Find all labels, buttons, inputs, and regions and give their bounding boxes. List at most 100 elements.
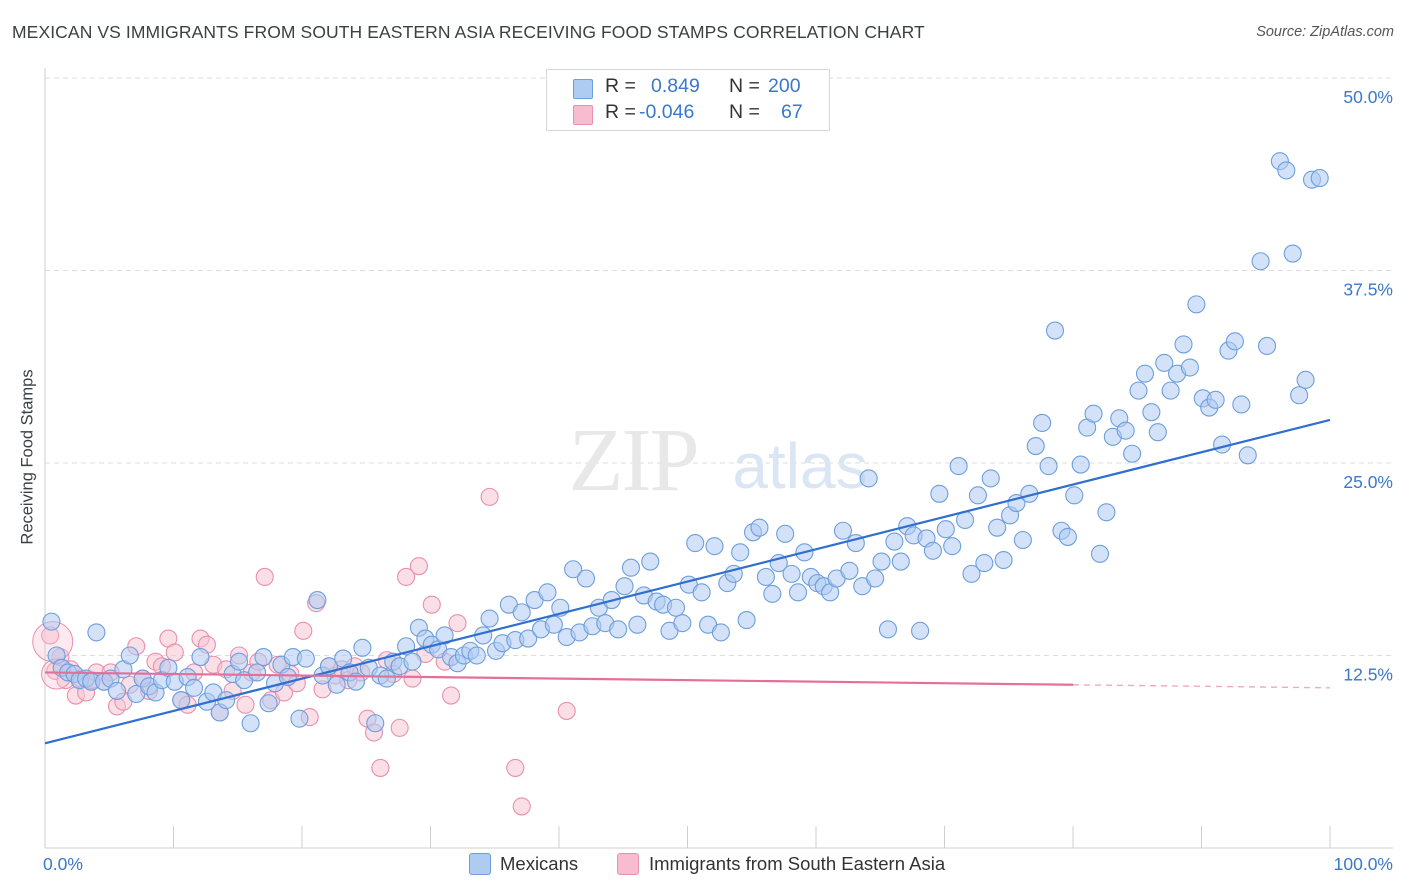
watermark-zip: ZIP bbox=[569, 411, 698, 510]
mexicans-point bbox=[229, 652, 249, 671]
mexicans-point bbox=[538, 583, 557, 602]
immigrants-trend-extension bbox=[1072, 684, 1331, 689]
mexicans-point bbox=[435, 626, 454, 645]
mexicans-point bbox=[191, 647, 210, 667]
mexicans-point bbox=[290, 709, 309, 728]
mexicans-point bbox=[641, 552, 660, 571]
mexicans-point bbox=[346, 672, 366, 691]
mexicans-point bbox=[1116, 421, 1135, 440]
mexicans-point bbox=[1071, 455, 1090, 474]
mexicans-point bbox=[833, 521, 853, 540]
mexicans-point bbox=[763, 584, 782, 603]
immigrants-point bbox=[397, 567, 416, 587]
mexicans-point bbox=[42, 612, 61, 631]
mexicans-point bbox=[891, 552, 910, 571]
mexicans-point bbox=[1180, 358, 1199, 377]
mexicans-point bbox=[1084, 404, 1103, 423]
correlation-stats-box: R = 0.849 N = 200 R = -0.046 N = 67 bbox=[546, 69, 830, 131]
mexicans-point bbox=[1033, 413, 1052, 433]
mexicans-point bbox=[1155, 353, 1174, 372]
mexicans-point bbox=[107, 681, 127, 700]
mexicans-point bbox=[1232, 395, 1251, 414]
mexicans-point bbox=[1251, 252, 1270, 271]
legend-label-mexicans: Mexicans bbox=[500, 853, 579, 874]
r-value: 0.849 bbox=[651, 75, 700, 97]
mexicans-point bbox=[949, 457, 968, 476]
mexicans-point bbox=[866, 569, 885, 588]
immigrants-point bbox=[294, 621, 313, 640]
immigrants-point bbox=[236, 695, 255, 714]
mexicans-swatch bbox=[573, 79, 593, 99]
mexicans-point bbox=[962, 564, 981, 583]
mexicans-point bbox=[1296, 370, 1315, 389]
mexicans-point bbox=[467, 646, 486, 665]
legend-label-immigrants: Immigrants from South Eastern Asia bbox=[649, 853, 946, 874]
mexicans-point bbox=[1206, 390, 1225, 409]
mexicans-point bbox=[1283, 244, 1302, 263]
mexicans-point bbox=[840, 561, 859, 580]
immigrants-point bbox=[409, 557, 428, 576]
y-tick-label: 37.5% bbox=[1343, 280, 1393, 300]
mexicans-point bbox=[576, 569, 596, 588]
mexicans-point bbox=[247, 663, 267, 682]
mexicans-point bbox=[686, 534, 705, 553]
source-credit: Source: ZipAtlas.com bbox=[1256, 24, 1394, 40]
mexicans-point bbox=[1290, 386, 1309, 405]
n-label: N = bbox=[729, 75, 760, 97]
mexicans-point bbox=[923, 541, 942, 560]
mexicans-point bbox=[254, 647, 273, 667]
immigrants-point bbox=[390, 718, 409, 737]
mexicans-point bbox=[776, 524, 795, 543]
mexicans-point bbox=[936, 520, 955, 539]
mexicans-point bbox=[1238, 446, 1257, 465]
mexicans-point bbox=[872, 552, 891, 571]
r-value: -0.046 bbox=[639, 101, 695, 123]
mexicans-point bbox=[1225, 332, 1244, 351]
mexicans-point bbox=[1058, 527, 1077, 546]
mexicans-point bbox=[87, 623, 106, 642]
immigrants-point bbox=[255, 567, 274, 587]
mexicans-point bbox=[878, 620, 898, 639]
mexicans-point bbox=[1142, 403, 1161, 422]
mexicans-point bbox=[628, 615, 647, 634]
mexicans-point bbox=[859, 469, 878, 488]
mexicans-point bbox=[308, 591, 327, 610]
mexicans-point bbox=[994, 550, 1013, 570]
mexicans-point bbox=[564, 560, 583, 579]
mexicans-point bbox=[1187, 295, 1206, 314]
mexicans-trend-line bbox=[44, 418, 1331, 745]
mexicans-point bbox=[327, 675, 346, 694]
y-tick-label: 25.0% bbox=[1343, 472, 1393, 492]
r-label: R = bbox=[605, 75, 636, 97]
legend-swatch-immigrants bbox=[617, 853, 639, 875]
mexicans-point bbox=[609, 620, 628, 639]
mexicans-point bbox=[1045, 321, 1065, 340]
x-tick-labels: 0.0% 100.0% bbox=[43, 854, 1393, 874]
mexicans-point bbox=[519, 629, 538, 648]
mexicans-point bbox=[1174, 335, 1193, 354]
mexicans-point bbox=[1039, 457, 1058, 476]
mexicans-point bbox=[1257, 336, 1277, 356]
immigrants-point bbox=[403, 669, 422, 688]
mexicans-point bbox=[968, 486, 987, 505]
mexicans-series-points bbox=[42, 152, 1329, 733]
watermark: ZIP atlas bbox=[569, 411, 868, 510]
watermark-atlas: atlas bbox=[732, 430, 867, 502]
mexicans-point bbox=[731, 543, 750, 562]
immigrants-point bbox=[480, 487, 499, 506]
mexicans-point bbox=[885, 532, 904, 551]
immigrants-point bbox=[506, 758, 525, 777]
stats-row-mexicans: R = 0.849 N = 200 bbox=[547, 75, 829, 103]
mexicans-point bbox=[120, 646, 139, 665]
n-value: 200 bbox=[768, 75, 801, 97]
mexicans-point bbox=[705, 537, 724, 556]
mexicans-point bbox=[1310, 169, 1329, 188]
n-label: N = bbox=[729, 101, 760, 123]
mexicans-point bbox=[1065, 486, 1084, 505]
mexicans-point bbox=[480, 609, 499, 628]
stats-row-immigrants: R = -0.046 N = 67 bbox=[547, 101, 829, 129]
immigrants-swatch bbox=[573, 105, 593, 125]
mexicans-point bbox=[911, 621, 930, 640]
mexicans-point bbox=[981, 469, 1000, 488]
y-tick-label: 50.0% bbox=[1343, 87, 1393, 107]
